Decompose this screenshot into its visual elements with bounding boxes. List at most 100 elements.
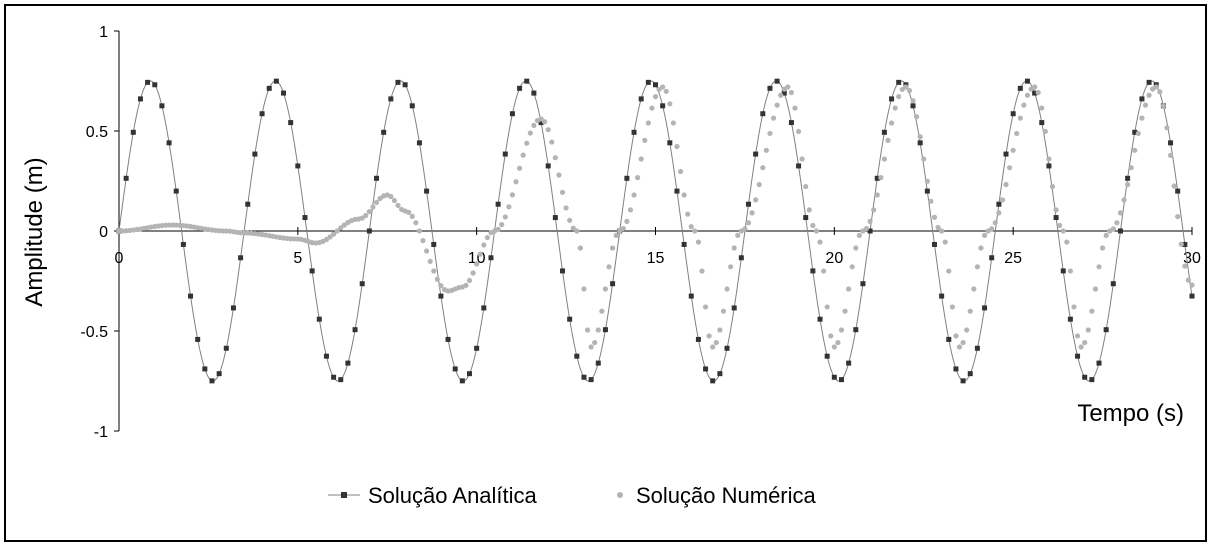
data-point-numerica [463, 282, 469, 288]
data-point-analitica [352, 327, 358, 333]
data-point-analitica [1017, 85, 1023, 91]
data-point-analitica [309, 268, 315, 274]
data-point-numerica [599, 308, 605, 314]
data-point-numerica [1114, 220, 1120, 226]
data-point-numerica [420, 238, 426, 244]
data-point-analitica [1060, 268, 1066, 274]
data-point-numerica [1017, 115, 1023, 121]
data-point-numerica [967, 308, 973, 314]
data-point-numerica [964, 327, 970, 333]
data-point-numerica [778, 92, 784, 98]
data-point-numerica [509, 192, 516, 198]
data-point-numerica [1092, 286, 1099, 292]
data-point-numerica [878, 175, 884, 181]
data-point-analitica [674, 188, 680, 194]
data-point-numerica [914, 114, 920, 120]
data-point-analitica [574, 353, 580, 359]
data-point-numerica [1160, 103, 1166, 109]
data-point-analitica [366, 228, 372, 234]
data-point-analitica [560, 268, 566, 274]
data-point-numerica [506, 204, 512, 210]
data-point-analitica [238, 255, 244, 261]
data-point-numerica [813, 228, 820, 234]
data-point-numerica [1121, 197, 1127, 203]
chart-plot: -1-0.500.510 5 10 15 20 25 30 Amplitude (m) Te… [21, 24, 1201, 508]
data-point-numerica [1132, 147, 1138, 153]
data-point-numerica [989, 226, 995, 232]
data-point-numerica [792, 105, 798, 111]
data-point-analitica [323, 353, 329, 359]
data-point-numerica [856, 232, 862, 239]
data-point-numerica [1089, 308, 1095, 314]
data-point-numerica [359, 215, 365, 221]
data-point-numerica [474, 261, 480, 267]
data-point-numerica [592, 339, 598, 346]
data-point-numerica [427, 258, 433, 264]
data-point-numerica [685, 211, 691, 217]
data-point-numerica [735, 232, 741, 239]
data-point-numerica [613, 232, 619, 239]
data-point-numerica [1175, 213, 1181, 220]
data-point-numerica [338, 225, 344, 231]
data-point-analitica [1189, 293, 1195, 299]
data-point-numerica [795, 128, 802, 135]
data-point-analitica [638, 96, 644, 102]
y-tick-label: 0.5 [86, 124, 108, 141]
data-point-analitica [524, 78, 530, 84]
data-point-numerica [542, 119, 548, 125]
data-point-analitica [223, 345, 229, 351]
data-point-numerica [477, 251, 483, 257]
data-point-numerica [1010, 147, 1016, 153]
data-point-analitica [660, 103, 666, 109]
data-point-numerica [939, 228, 945, 234]
data-point-numerica [334, 228, 340, 234]
data-point-numerica [1157, 89, 1163, 95]
data-point-analitica [145, 79, 151, 85]
data-point-analitica [288, 120, 294, 126]
data-point-analitica [166, 140, 172, 146]
data-point-numerica [1074, 333, 1081, 339]
data-point-analitica [760, 111, 766, 117]
data-point-numerica [588, 344, 594, 350]
data-point-analitica [982, 305, 988, 311]
data-point-numerica [935, 224, 941, 231]
data-point-analitica [509, 111, 515, 117]
data-point-analitica [188, 293, 194, 299]
data-point-numerica [838, 327, 845, 333]
data-point-analitica [595, 360, 601, 366]
data-point-numerica [924, 178, 930, 184]
data-point-numerica [524, 140, 530, 146]
data-point-numerica [638, 156, 644, 162]
data-point-numerica [917, 134, 923, 140]
data-point-analitica [216, 371, 222, 377]
data-point-analitica [917, 140, 923, 146]
data-point-analitica [960, 378, 966, 384]
y-tick-label: -1 [94, 424, 108, 441]
data-point-analitica [653, 82, 658, 88]
data-point-numerica [749, 210, 755, 216]
data-point-numerica [742, 226, 748, 232]
data-point-numerica [409, 213, 415, 219]
data-point-numerica [835, 339, 841, 346]
data-point-numerica [1110, 226, 1116, 232]
data-point-numerica [520, 152, 526, 158]
data-point-analitica [567, 316, 573, 322]
data-point-analitica [173, 188, 179, 194]
data-point-analitica [137, 96, 143, 102]
data-point-analitica [588, 377, 594, 383]
data-point-analitica [688, 293, 694, 299]
series-solucao-numerica [116, 84, 1195, 350]
data-point-analitica [724, 345, 730, 351]
data-point-numerica [1167, 152, 1174, 159]
data-point-analitica [1053, 215, 1059, 221]
data-point-analitica [989, 255, 995, 261]
data-point-analitica [1075, 353, 1081, 359]
data-point-numerica [981, 232, 988, 239]
data-point-analitica [259, 111, 265, 117]
data-point-analitica [1125, 175, 1131, 181]
data-point-analitica [345, 360, 351, 366]
data-point-analitica [1003, 151, 1009, 157]
data-point-analitica [810, 268, 816, 274]
data-point-analitica [1096, 360, 1102, 366]
data-point-analitica [295, 163, 301, 169]
